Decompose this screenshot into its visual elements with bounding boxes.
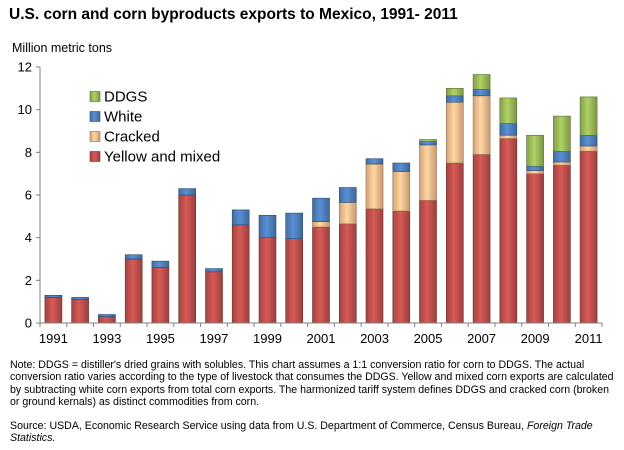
- bar-segment-yellow-and-mixed-2005: [419, 200, 437, 324]
- bar-segment-white-2006: [445, 95, 464, 103]
- bar-segment-cracked-2005: [419, 144, 437, 201]
- y-tick-label-6: 6: [25, 188, 32, 203]
- bar-segment-yellow-and-mixed-2008: [499, 138, 518, 324]
- bar-segment-white-1994: [124, 254, 143, 260]
- bar-segment-yellow-and-mixed-1994: [124, 258, 143, 324]
- x-tick-label-2003: 2003: [360, 331, 389, 346]
- bar-segment-white-1997: [205, 268, 223, 273]
- bar-segment-cracked-2007: [472, 95, 491, 155]
- bar-segment-white-2003: [365, 158, 384, 165]
- x-tick-label-1997: 1997: [199, 331, 228, 346]
- y-tick-label-8: 8: [25, 145, 32, 160]
- axes-layer: 0 2 4 6 8 10 12 1991 1993 1995 1997 1999 2001 2003 200…: [18, 60, 603, 347]
- bar-segment-white-2001: [312, 197, 330, 222]
- x-tick-label-1995: 1995: [146, 331, 175, 346]
- bar-segment-cracked-2001: [312, 221, 330, 228]
- bar-segment-yellow-and-mixed-1995: [151, 267, 170, 324]
- bar-segment-yellow-and-mixed-1996: [178, 194, 196, 324]
- legend-swatch-yellow-and-mixed: [89, 151, 101, 162]
- bar-segment-yellow-and-mixed-2004: [392, 210, 411, 324]
- x-tick-label-1999: 1999: [253, 331, 282, 346]
- bar-segment-white-2008: [499, 123, 518, 136]
- legend-label-white: White: [104, 109, 142, 126]
- bar-segment-white-1993: [98, 314, 116, 317]
- bar-segment-white-1995: [151, 260, 170, 268]
- bar-segment-white-2007: [472, 89, 491, 97]
- legend-swatch-cracked: [89, 131, 101, 142]
- bar-segment-yellow-and-mixed-2002: [338, 223, 357, 324]
- source-text: Source: USDA, Economic Research Service …: [10, 420, 527, 432]
- bar-segment-yellow-and-mixed-2009: [526, 173, 544, 324]
- bar-segment-ddgs-2007: [472, 74, 491, 90]
- x-tick-label-1991: 1991: [39, 331, 68, 346]
- legend-label-yellow-and-mixed: Yellow and mixed: [104, 149, 220, 166]
- bar-segment-ddgs-2009: [526, 135, 544, 167]
- chart-source: Source: USDA, Economic Research Service …: [10, 420, 614, 445]
- bar-segment-ddgs-2005: [419, 139, 437, 142]
- bar-segment-yellow-and-mixed-1991: [44, 297, 63, 324]
- bar-segment-white-1998: [231, 209, 250, 226]
- bar-segment-cracked-2009: [526, 170, 544, 175]
- bar-segment-white-2002: [338, 187, 357, 203]
- source-italic: Foreign Trade Statistics.: [10, 420, 593, 445]
- bar-segment-yellow-and-mixed-1992: [71, 299, 89, 324]
- x-tick-label-2001: 2001: [307, 331, 336, 346]
- bar-segment-ddgs-2008: [499, 97, 518, 124]
- bar-segment-cracked-2002: [338, 202, 357, 225]
- x-tick-label-2011: 2011: [575, 331, 603, 346]
- x-tick-label-2007: 2007: [467, 331, 496, 346]
- chart-note: Note: DDGS = distiller's dried grains wi…: [10, 359, 614, 409]
- legend-label-ddgs: DDGS: [104, 89, 147, 106]
- bar-segment-white-1992: [71, 297, 89, 300]
- bar-segment-yellow-and-mixed-1998: [231, 224, 250, 324]
- bar-segment-yellow-and-mixed-2001: [312, 226, 330, 324]
- y-tick-label-4: 4: [25, 230, 32, 245]
- bar-segment-white-1999: [258, 215, 277, 239]
- y-tick-label-2: 2: [25, 273, 32, 288]
- bar-segment-white-1991: [44, 294, 63, 298]
- bars-layer: [44, 74, 598, 324]
- y-tick-label-12: 12: [18, 60, 32, 75]
- bar-segment-white-1996: [178, 188, 196, 196]
- bar-segment-white-2011: [579, 135, 598, 147]
- bar-segment-cracked-2006: [445, 101, 464, 164]
- bar-segment-ddgs-2011: [579, 96, 598, 136]
- legend: DDGS White Cracked Yellow and mixed: [89, 89, 220, 166]
- y-tick-label-0: 0: [25, 316, 32, 331]
- stacked-bar-chart: 0 2 4 6 8 10 12 1991 1993 1995 1997 1999 2001 2003 200…: [18, 60, 603, 347]
- bar-segment-yellow-and-mixed-2006: [445, 162, 464, 324]
- bar-segment-white-2004: [392, 162, 411, 172]
- bar-segment-yellow-and-mixed-1993: [98, 316, 116, 324]
- bar-segment-ddgs-2010: [553, 115, 571, 152]
- bar-segment-yellow-and-mixed-2011: [579, 151, 598, 324]
- bar-segment-white-2005: [419, 141, 437, 146]
- bar-segment-yellow-and-mixed-2007: [472, 154, 491, 324]
- bar-segment-white-2000: [285, 212, 304, 240]
- bar-segment-ddgs-2006: [445, 88, 464, 97]
- bar-segment-cracked-2008: [499, 135, 518, 139]
- x-tick-label-2005: 2005: [414, 331, 443, 346]
- y-axis-label: Million metric tons: [12, 41, 113, 55]
- bar-segment-yellow-and-mixed-1997: [205, 271, 223, 324]
- bar-segment-yellow-and-mixed-2000: [285, 238, 304, 324]
- x-tick-label-2009: 2009: [521, 331, 550, 346]
- bar-segment-yellow-and-mixed-1999: [258, 237, 277, 324]
- bar-segment-cracked-2004: [392, 171, 411, 212]
- legend-label-cracked: Cracked: [104, 129, 160, 146]
- bar-segment-white-2009: [526, 165, 544, 171]
- chart-title: U.S. corn and corn byproducts exports to…: [9, 6, 458, 23]
- bar-segment-cracked-2003: [365, 163, 384, 210]
- x-tick-label-1993: 1993: [92, 331, 121, 346]
- y-tick-label-10: 10: [18, 102, 32, 117]
- bar-segment-yellow-and-mixed-2003: [365, 208, 384, 324]
- legend-swatch-ddgs: [89, 91, 101, 102]
- bar-segment-cracked-2010: [553, 161, 571, 166]
- bar-segment-white-2010: [553, 151, 571, 163]
- bar-segment-yellow-and-mixed-2010: [553, 164, 571, 324]
- legend-swatch-white: [89, 111, 101, 122]
- bar-segment-cracked-2011: [579, 145, 598, 152]
